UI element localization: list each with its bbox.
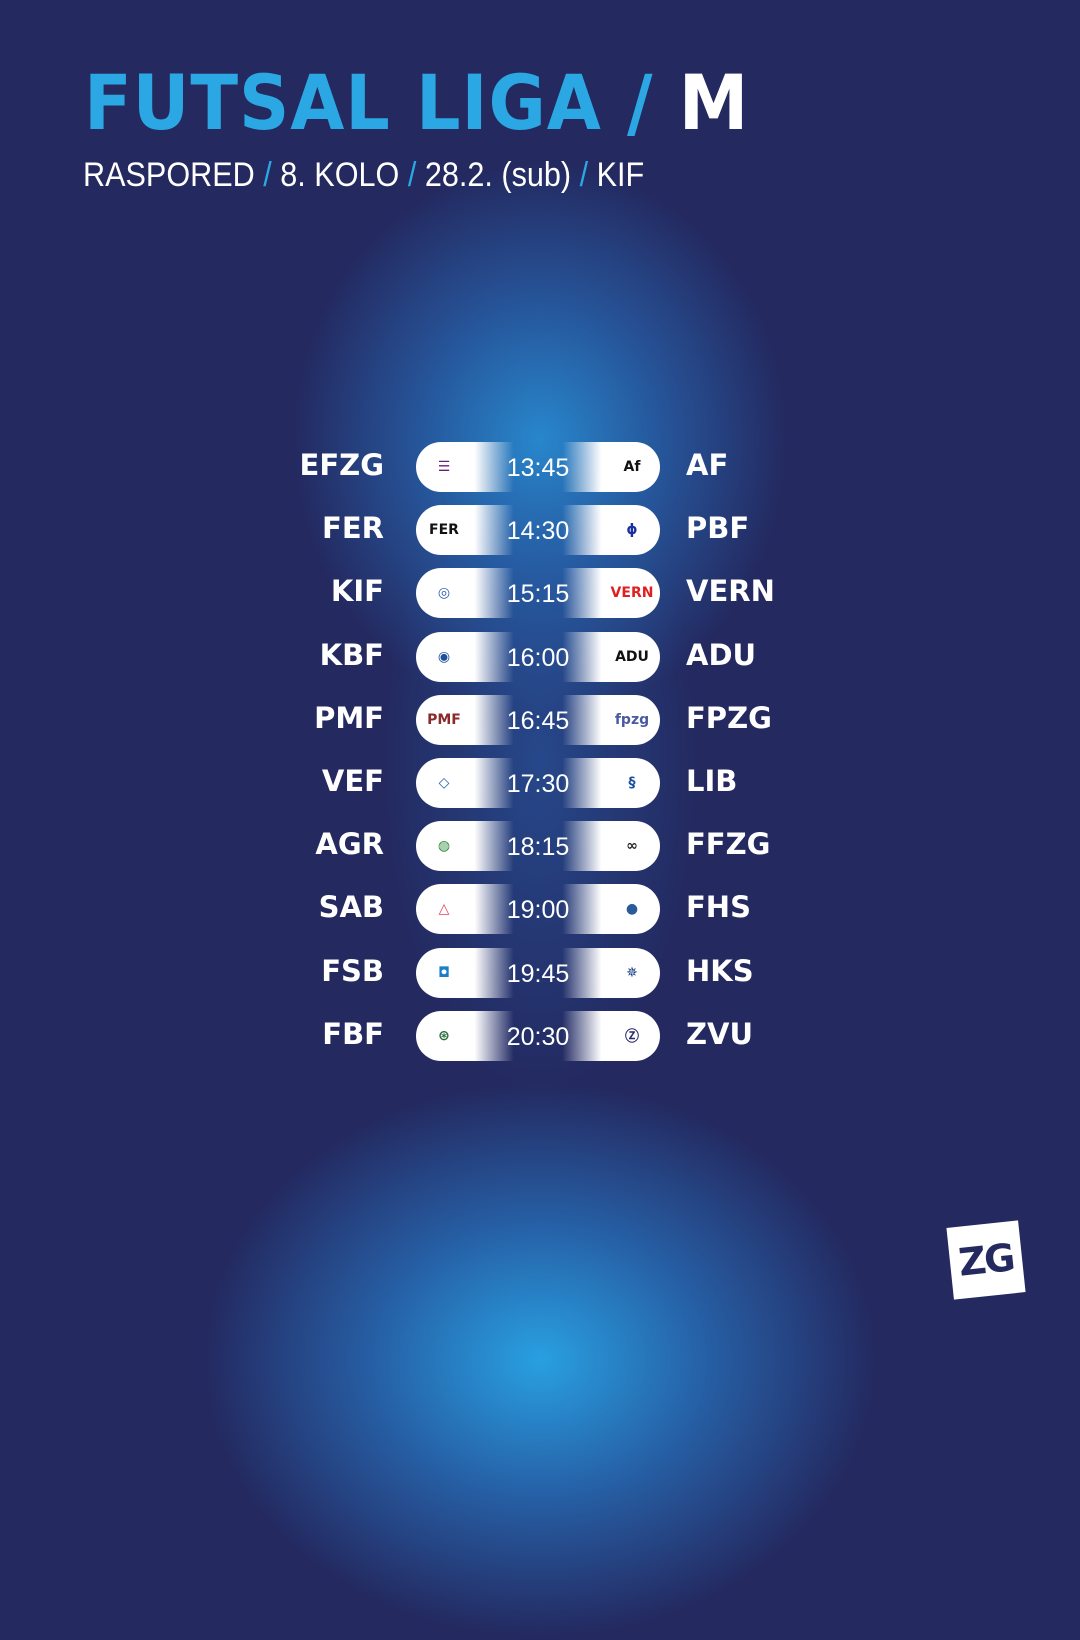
home-team: VEF: [321, 764, 384, 798]
home-team-logo-icon: ◇: [438, 775, 450, 791]
away-team: ZVU: [686, 1016, 754, 1051]
home-team: FBF: [322, 1016, 384, 1051]
home-team: FER: [322, 511, 384, 546]
away-team-logo-icon: fpzg: [614, 711, 650, 728]
match-time: 16:45: [506, 706, 570, 735]
away-team-logo-icon: ADU: [615, 648, 649, 665]
subtitle-venue: KIF: [596, 156, 645, 194]
match-time: 13:45: [506, 454, 570, 482]
away-team-logo-icon: ✵: [626, 964, 638, 981]
separator: /: [579, 156, 589, 194]
match-time-pill: ◎ 15:15 VERN: [416, 568, 660, 619]
match-row: KIF ◎ 15:15 VERN VERN: [0, 568, 1080, 619]
away-team: FHS: [686, 890, 751, 925]
zg-logo: ZG: [946, 1220, 1026, 1300]
match-time: 18:15: [506, 833, 570, 862]
match-row: FSB ◘ 19:45 ✵ HKS: [0, 947, 1080, 998]
match-time: 14:30: [506, 517, 570, 546]
away-team-logo-icon: Af: [623, 459, 641, 475]
home-team: KBF: [319, 637, 384, 672]
title-gender: M: [678, 58, 750, 147]
away-team-logo-icon: ϕ: [626, 522, 638, 539]
away-team: VERN: [686, 574, 775, 609]
away-team-logo-icon: VERN: [610, 585, 654, 602]
match-time: 19:00: [506, 896, 570, 925]
match-row: VEF ◇ 17:30 § LIB: [0, 758, 1080, 808]
subtitle-schedule: RASPORED: [83, 156, 255, 194]
match-row: FER FER 14:30 ϕ PBF: [0, 505, 1080, 556]
match-row: SAB △ 19:00 ● FHS: [0, 884, 1080, 935]
away-team: HKS: [686, 953, 754, 988]
background-glow-top: [290, 160, 790, 720]
home-team: AGR: [315, 827, 384, 862]
match-time-pill: ◘ 19:45 ✵: [416, 947, 660, 998]
page-title: FUTSAL LIGA / M: [84, 58, 749, 147]
match-time: 17:30: [506, 770, 570, 798]
away-team: AF: [686, 448, 729, 482]
match-time-pill: FER 14:30 ϕ: [416, 505, 660, 556]
match-time: 16:00: [506, 643, 570, 672]
match-time: 20:30: [506, 1022, 570, 1051]
match-time-pill: ◉ 16:00 ADU: [416, 631, 660, 682]
match-time-pill: ◍ 18:15 ∞: [416, 821, 660, 872]
match-row: KBF ◉ 16:00 ADU ADU: [0, 631, 1080, 682]
match-row: FBF ⊛ 20:30 Ⓩ ZVU: [0, 1010, 1080, 1061]
separator: /: [407, 156, 417, 194]
away-team: FPZG: [686, 700, 772, 735]
match-row: EFZG ☰ 13:45 Af AF: [0, 442, 1080, 492]
match-time: 19:45: [506, 959, 570, 988]
match-time-pill: PMF 16:45 fpzg: [416, 694, 660, 745]
home-team: EFZG: [299, 448, 384, 482]
away-team-logo-icon: §: [628, 775, 636, 791]
home-team-logo-icon: PMF: [427, 711, 461, 728]
away-team: FFZG: [686, 827, 771, 862]
away-team: ADU: [686, 637, 757, 672]
home-team-logo-icon: FER: [429, 522, 459, 539]
away-team: PBF: [686, 511, 750, 546]
home-team-logo-icon: ☰: [437, 459, 451, 475]
home-team: PMF: [314, 700, 384, 735]
away-team-logo-icon: ∞: [626, 838, 638, 855]
match-time-pill: ⊛ 20:30 Ⓩ: [416, 1010, 660, 1061]
home-team-logo-icon: ⊛: [438, 1027, 450, 1044]
match-time: 15:15: [506, 580, 570, 609]
home-team-logo-icon: ◘: [438, 964, 450, 981]
away-team-logo-icon: Ⓩ: [625, 1028, 639, 1045]
home-team-logo-icon: △: [438, 901, 450, 918]
home-team: FSB: [321, 953, 384, 988]
match-time-pill: ☰ 13:45 Af: [416, 442, 660, 492]
separator: /: [263, 156, 272, 194]
away-team: LIB: [686, 764, 738, 798]
away-team-logo-icon: ●: [625, 901, 639, 918]
match-time-pill: ◇ 17:30 §: [416, 758, 660, 808]
subtitle: RASPORED / 8. KOLO / 28.2. (sub) / KIF: [83, 156, 644, 195]
subtitle-round: 8. KOLO: [280, 156, 400, 194]
home-team: KIF: [330, 574, 384, 609]
background-glow-bottom: [200, 1080, 880, 1640]
home-team-logo-icon: ◎: [437, 585, 451, 602]
home-team-logo-icon: ◍: [437, 838, 451, 855]
match-row: PMF PMF 16:45 fpzg FPZG: [0, 694, 1080, 745]
title-league: FUTSAL LIGA /: [84, 58, 654, 147]
match-row: AGR ◍ 18:15 ∞ FFZG: [0, 821, 1080, 872]
home-team-logo-icon: ◉: [437, 648, 451, 665]
match-time-pill: △ 19:00 ●: [416, 884, 660, 935]
subtitle-date: 28.2. (sub): [424, 156, 572, 194]
home-team: SAB: [318, 890, 384, 925]
